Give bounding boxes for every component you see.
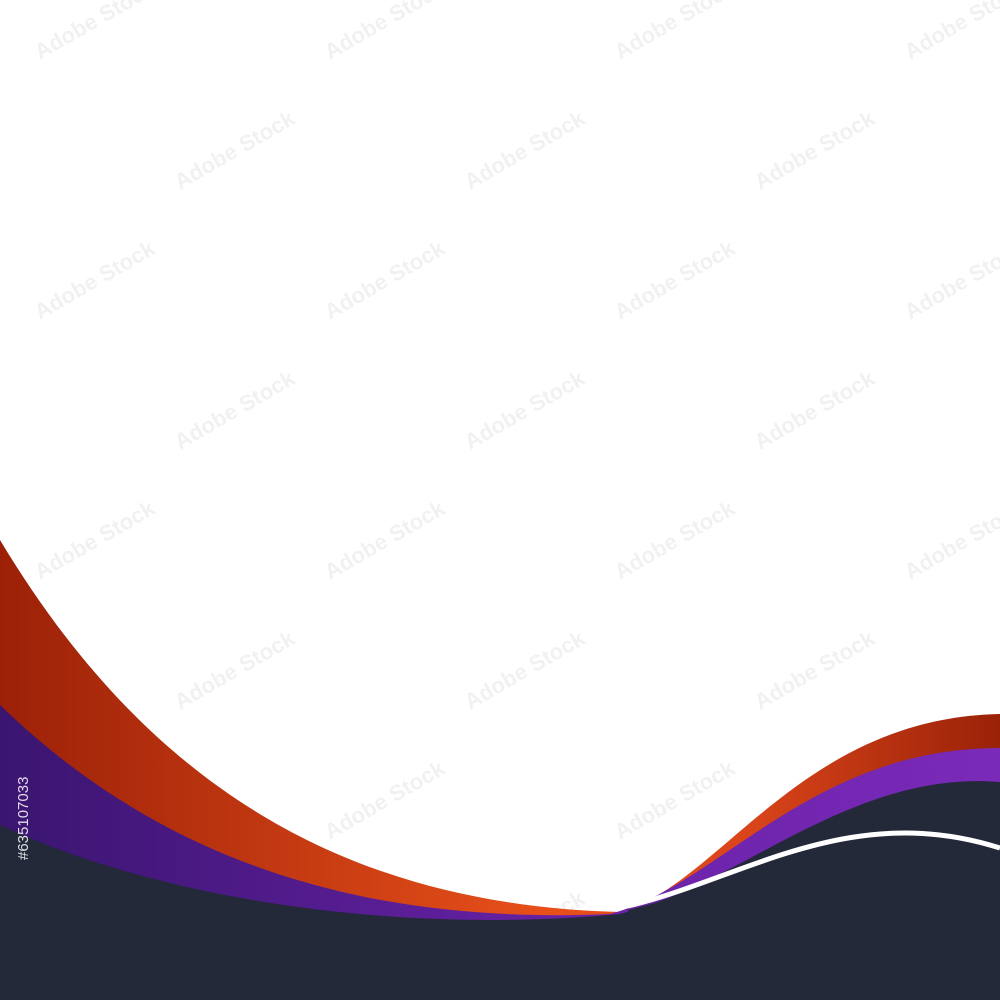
dark-wave-lower <box>628 838 1000 1000</box>
stock-id: #635107033 <box>15 777 32 860</box>
white-stripe <box>627 830 1000 909</box>
